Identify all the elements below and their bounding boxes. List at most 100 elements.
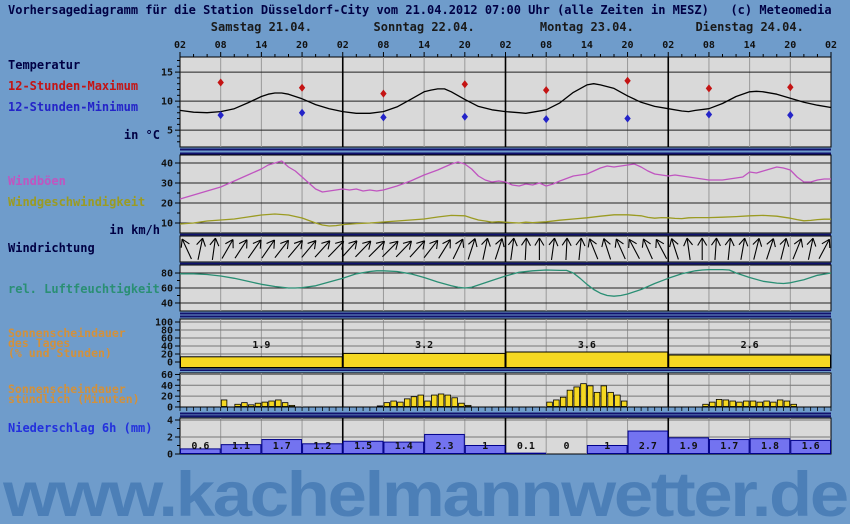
time-tick-label: 02: [499, 40, 511, 51]
day-label: Dienstag 24.04.: [695, 20, 803, 34]
sunshine-hourly-bar: [377, 406, 383, 407]
sunshine-hourly-bar: [567, 390, 573, 406]
sunshine-hourly-bar: [615, 395, 621, 406]
temperature-panel: 5 10 15: [161, 57, 831, 147]
precipitation-value: 0.1: [517, 441, 535, 452]
sunshine-daily-bar: [506, 352, 668, 368]
sunshine-hourly-bar: [242, 403, 248, 407]
legend-12h-maximum: 12-Stunden-Maximum: [8, 81, 138, 92]
sunshine-hours-value: 3.2: [415, 340, 433, 351]
precipitation-value: 0: [564, 441, 570, 452]
sunshine-hourly-bar: [425, 401, 431, 406]
sunshine-hourly-bar: [791, 404, 797, 406]
sunshine-hourly-bar: [445, 395, 451, 406]
precipitation-value: 1.4: [395, 441, 413, 452]
y-tick-label: 10: [161, 97, 173, 108]
day-label: Montag 23.04.: [540, 20, 634, 34]
sunshine-hours-value: 1.9: [252, 340, 270, 351]
sunshine-daily-bar: [343, 353, 505, 367]
time-tick-label: 08: [703, 40, 715, 51]
sunshine-hourly-bar: [404, 399, 410, 407]
sunshine-hours-value: 2.6: [741, 340, 759, 351]
sunshine-hourly-bar: [248, 405, 254, 407]
precipitation-value: 1.6: [802, 441, 820, 452]
sunshine-hourly-bar: [784, 401, 790, 406]
precipitation-value: 1.8: [761, 441, 779, 452]
y-tick-label: 40: [161, 381, 173, 392]
sunshine-hourly-bar: [554, 400, 560, 407]
sunshine-hourly-bar: [560, 397, 566, 406]
precipitation-value: 1.1: [232, 441, 250, 452]
time-tick-label: 20: [784, 40, 796, 51]
sunshine-hourly-bar: [411, 397, 417, 407]
precipitation-value: 1.7: [273, 441, 291, 452]
y-tick-label: 4: [167, 415, 173, 426]
sunshine-hourly-bar: [581, 384, 587, 407]
precipitation-value: 1.5: [354, 441, 372, 452]
watermark: www.kachelmannwetter.de: [0, 459, 850, 531]
time-tick-label: 02: [662, 40, 674, 51]
legend-humidity: rel. Luftfeuchtigkeit: [8, 284, 160, 295]
sunshine-hourly-bar: [398, 402, 404, 406]
sunshine-daily-bar: [181, 357, 343, 368]
y-tick-label: 10: [161, 219, 173, 230]
sunshine-hourly-bar: [438, 394, 444, 407]
precipitation-value: 1.7: [720, 441, 738, 452]
time-tick-label: 02: [337, 40, 349, 51]
sunshine-hourly-bar: [723, 400, 729, 407]
sunshine-hourly-bar: [743, 401, 749, 406]
wind-direction-panel: [180, 236, 831, 262]
page-title: Vorhersagediagramm für die Station Düsse…: [8, 5, 832, 16]
time-tick-label: 08: [377, 40, 389, 51]
sunshine-hourly-bar: [703, 404, 709, 406]
time-tick-label: 20: [296, 40, 308, 51]
time-tick-label: 20: [459, 40, 471, 51]
precipitation-value: 1.2: [313, 441, 331, 452]
legend-wind-direction: Windrichtung: [8, 243, 95, 254]
sunshine-hourly-bar: [276, 400, 282, 407]
sunshine-hourly-bar: [601, 386, 607, 407]
sunshine-hourly-bar: [621, 401, 627, 406]
sunshine-hourly-bar: [716, 399, 722, 406]
sunshine-hourly-bar: [764, 401, 770, 406]
time-tick-label: 20: [622, 40, 634, 51]
sunshine-hourly-bar: [459, 403, 465, 406]
sunshine-daily-bar: [669, 355, 831, 368]
sunshine-hourly-bar: [432, 395, 438, 406]
legend-precipitation: Niederschlag 6h (mm): [8, 423, 153, 434]
sunshine-hourly-bar: [391, 401, 397, 406]
precipitation-value: 1: [482, 441, 488, 452]
precipitation-value: 0.6: [191, 441, 209, 452]
sunshine-hours-value: 3.6: [578, 340, 596, 351]
sunshine-hourly-bar: [262, 402, 268, 406]
sunshine-hourly-bar: [289, 405, 295, 406]
time-tick-label: 14: [418, 40, 430, 51]
sunshine-hourly-bar: [710, 402, 716, 406]
legend-wind-speed: Windgeschwindigkeit: [8, 197, 145, 208]
y-tick-label: 60: [161, 284, 173, 295]
y-tick-label: 15: [161, 68, 173, 79]
sunshine-hourly-bar: [574, 387, 580, 407]
day-label: Samstag 21.04.: [211, 20, 312, 34]
time-tick-label: 08: [540, 40, 552, 51]
sunshine-hourly-bar: [465, 405, 471, 406]
y-tick-label: 5: [167, 126, 173, 137]
unit-temperature: in °C: [8, 130, 160, 141]
sunshine-hourly-bar: [750, 401, 756, 406]
legend-wind-gusts: Windböen: [8, 176, 66, 187]
legend-temperature: Temperatur: [8, 60, 80, 71]
sunshine-hourly-bar: [730, 401, 736, 406]
sunshine-hourly-bar: [235, 404, 241, 406]
legend-12h-minimum: 12-Stunden-Minimum: [8, 102, 138, 113]
unit-wind: in km/h: [8, 225, 160, 236]
y-tick-label: 2: [167, 432, 173, 443]
sunshine-hourly-bar: [221, 400, 227, 407]
y-tick-label: 80: [161, 269, 173, 280]
sunshine-hourly-bar: [771, 402, 777, 406]
sunshine-hourly-bar: [594, 392, 600, 406]
y-tick-label: 40: [161, 159, 173, 170]
sunshine-hourly-bar: [282, 403, 288, 407]
